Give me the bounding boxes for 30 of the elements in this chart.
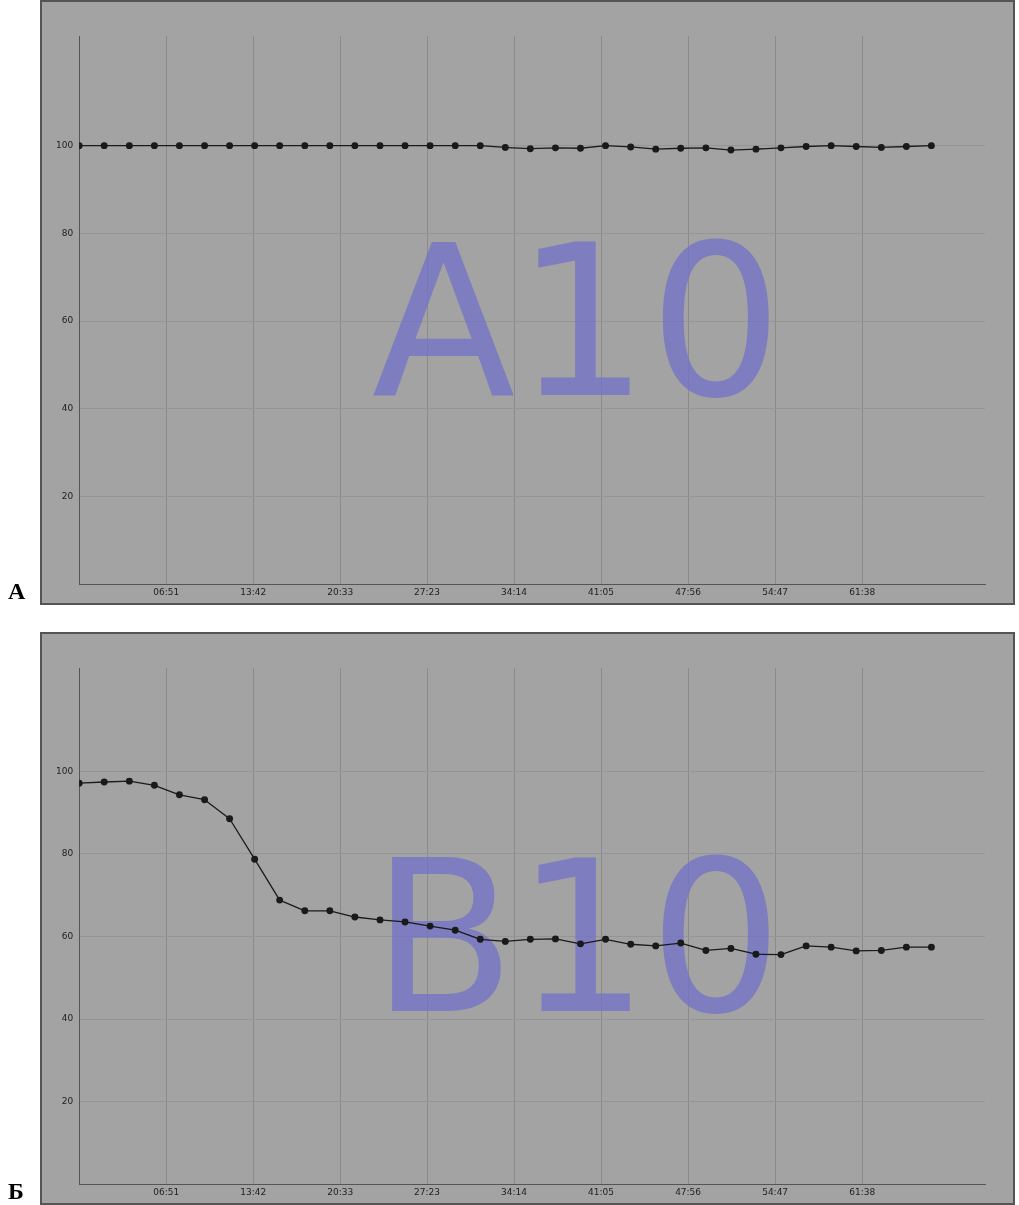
- text: А: [8, 578, 26, 605]
- x-tick-label: 41:05: [588, 1186, 615, 1197]
- x-tick-label: 54:47: [762, 586, 789, 597]
- y-tick-label: 40: [61, 403, 74, 414]
- x-tick-label: 20:33: [327, 1186, 354, 1197]
- y-tick-label: 20: [61, 490, 74, 501]
- y-tick-label: 80: [61, 227, 74, 238]
- y-tick-label: 60: [61, 930, 74, 941]
- x-tick-label: 27:23: [414, 1186, 440, 1197]
- y-tick-label: 80: [61, 848, 74, 859]
- x-tick-label: 20:33: [327, 586, 354, 597]
- x-tick-label: 54:47: [762, 1186, 789, 1197]
- text: Б: [8, 1178, 24, 1205]
- y-tick-label: 60: [61, 315, 74, 326]
- x-tick-label: 47:56: [675, 1186, 702, 1197]
- x-tick-label: 27:23: [414, 586, 440, 597]
- x-tick-label: 13:42: [240, 586, 267, 597]
- x-tick-label: 13:42: [240, 1186, 267, 1197]
- y-tick-label: 100: [55, 765, 74, 776]
- x-tick-label: 61:38: [849, 1186, 876, 1197]
- x-tick-label: 34:14: [501, 1186, 528, 1197]
- y-tick-label: 40: [61, 1013, 74, 1024]
- x-tick-label: 06:51: [153, 586, 180, 597]
- y-tick-label: 20: [61, 1095, 74, 1106]
- x-tick-label: 47:56: [675, 586, 702, 597]
- x-tick-label: 06:51: [153, 1186, 180, 1197]
- x-tick-label: 41:05: [588, 586, 615, 597]
- x-tick-label: 34:14: [501, 586, 528, 597]
- x-tick-label: 61:38: [849, 586, 876, 597]
- y-tick-label: 100: [55, 139, 74, 150]
